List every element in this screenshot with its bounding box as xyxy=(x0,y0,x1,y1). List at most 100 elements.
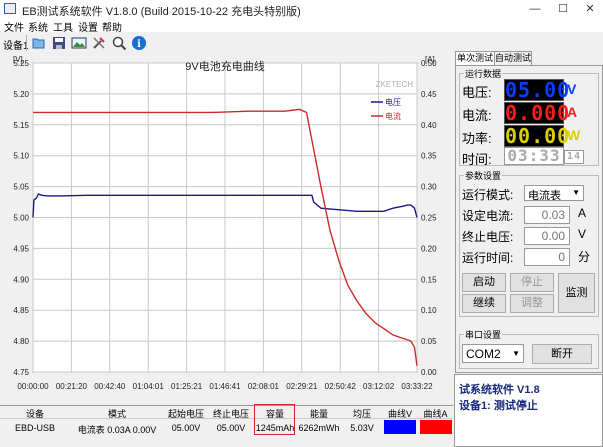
continue-button[interactable]: 继续 xyxy=(462,294,506,313)
monitor-button[interactable]: 监测 xyxy=(558,273,595,313)
y2-tick-label: 0.35 xyxy=(421,152,437,161)
minimize-button[interactable]: — xyxy=(529,3,541,15)
close-button[interactable]: ✕ xyxy=(585,3,595,15)
maximize-button[interactable]: ☐ xyxy=(558,3,568,15)
set-current-label: 设定电流: xyxy=(462,209,514,223)
picture-icon[interactable] xyxy=(71,35,87,51)
tab-single-test[interactable]: 单次测试 xyxy=(455,51,495,65)
y-axis-label: [V] xyxy=(13,55,23,64)
toolbar-divider xyxy=(26,35,27,51)
header-device: 设备 xyxy=(25,409,44,419)
toolbar: 设备1 i xyxy=(0,32,453,55)
y2-tick-label: 0.00 xyxy=(421,368,437,377)
y2-tick-label: 0.05 xyxy=(421,337,437,346)
tab-auto-test[interactable]: 自动测试 xyxy=(494,51,532,65)
port-title: 串口设置 xyxy=(464,328,503,341)
x-tick-label: 02:50:42 xyxy=(325,382,357,391)
menu-file[interactable]: 文件 xyxy=(4,23,24,34)
voltage-unit: V xyxy=(567,81,577,97)
x-tick-label: 03:12:02 xyxy=(363,382,395,391)
tools-icon[interactable] xyxy=(91,35,107,51)
x-tick-label: 00:21:20 xyxy=(56,382,88,391)
run-time-input[interactable]: 0 xyxy=(524,248,570,266)
run-data-title: 运行数据 xyxy=(464,67,503,80)
port-group: 串口设置 COM2 ▼ 断开 xyxy=(459,328,599,369)
end-voltage-label: 终止电压: xyxy=(462,230,514,244)
y-tick-label: 5.10 xyxy=(13,152,29,161)
set-current-input[interactable]: 0.03 xyxy=(524,206,570,224)
current-label: 电流: xyxy=(462,108,492,123)
y2-tick-label: 0.50 xyxy=(421,59,437,68)
capacity-highlight xyxy=(254,404,295,435)
legend-label: 电流 xyxy=(385,111,401,121)
adjust-button[interactable]: 调整 xyxy=(510,294,554,313)
cell-device: EBD-USB xyxy=(14,423,55,433)
time-label: 时间: xyxy=(462,152,492,167)
chart-area: 5.25 0.50 5.20 0.45 5.15 0.40 5.10 0.35 5.05 0.30… xyxy=(0,54,453,394)
curve-a-swatch[interactable] xyxy=(420,420,452,434)
power-unit: W xyxy=(567,127,581,143)
cell-avg-voltage: 5.03V xyxy=(350,423,374,433)
info-icon[interactable]: i xyxy=(131,35,147,51)
header-curve-a: 曲线A xyxy=(423,409,448,419)
mode-value: 电流表 xyxy=(528,190,561,202)
chevron-down-icon: ▼ xyxy=(512,349,520,358)
end-voltage-unit: V xyxy=(578,227,587,241)
cell-energy: 6262mWh xyxy=(298,423,340,433)
save-icon[interactable] xyxy=(51,35,67,51)
y2-tick-label: 0.45 xyxy=(421,90,437,99)
x-tick-label: 01:04:01 xyxy=(133,382,165,391)
status-line-1: 试系统软件 V1.8 xyxy=(459,384,540,396)
y-tick-label: 5.25 xyxy=(13,59,29,68)
open-icon[interactable] xyxy=(31,35,47,51)
y2-tick-label: 0.10 xyxy=(421,306,437,315)
menu-settings[interactable]: 设置 xyxy=(78,23,98,34)
header-energy: 能量 xyxy=(309,409,328,419)
app-icon xyxy=(4,3,16,14)
header-avg-voltage: 均压 xyxy=(352,409,371,419)
y2-tick-label: 0.25 xyxy=(421,214,437,223)
right-panel: 单次测试 自动测试 运行数据 电压: 05.00 V 电流: 0.000 A 功… xyxy=(454,51,603,373)
x-tick-label: 02:29:21 xyxy=(286,382,318,391)
menu-help[interactable]: 帮助 xyxy=(102,23,122,34)
voltage-display: 05.00 xyxy=(504,78,571,102)
port-select[interactable]: COM2 ▼ xyxy=(462,344,524,363)
x-tick-label: 03:33:22 xyxy=(401,382,433,391)
run-time-unit: 分 xyxy=(578,250,591,264)
series-line-voltage xyxy=(32,193,418,218)
cell-end-voltage: 05.00V xyxy=(216,423,246,433)
curve-v-swatch[interactable] xyxy=(384,420,416,434)
y-tick-label: 5.15 xyxy=(13,121,29,130)
x-tick-label: 02:08:01 xyxy=(248,382,280,391)
time-display: 03:33 xyxy=(504,147,564,165)
mode-select[interactable]: 电流表 ▼ xyxy=(524,185,584,202)
menu-tools[interactable]: 工具 xyxy=(53,23,73,34)
disconnect-button[interactable]: 断开 xyxy=(532,344,592,364)
y-tick-label: 4.75 xyxy=(13,368,29,377)
title-bar: EB测试系统软件 V1.8.0 (Build 2015-10-22 充电头特别版… xyxy=(0,0,603,19)
table-header xyxy=(0,406,453,419)
y-tick-label: 4.95 xyxy=(13,244,29,253)
start-button[interactable]: 启动 xyxy=(462,273,506,292)
param-group: 参数设置 运行模式: 电流表 ▼ 设定电流: 0.03 A 终止电压: 0.00… xyxy=(459,169,599,317)
port-value: COM2 xyxy=(466,347,501,361)
time-seconds-display: 14 xyxy=(564,150,584,164)
stop-button[interactable]: 停止 xyxy=(510,273,554,292)
header-start-voltage: 起始电压 xyxy=(167,409,204,419)
y-tick-label: 4.85 xyxy=(13,306,29,315)
y2-tick-label: 0.40 xyxy=(421,121,437,130)
x-tick-label: 00:00:00 xyxy=(17,382,49,391)
device-selector[interactable]: 设备1 xyxy=(3,41,29,52)
window-title: EB测试系统软件 V1.8.0 (Build 2015-10-22 充电头特别版… xyxy=(22,6,301,18)
series-line-current xyxy=(33,108,418,366)
end-voltage-input[interactable]: 0.00 xyxy=(524,227,570,245)
current-unit: A xyxy=(567,104,578,120)
y-tick-label: 5.05 xyxy=(13,183,29,192)
header-end-voltage: 终止电压 xyxy=(212,409,249,419)
search-icon[interactable] xyxy=(111,35,127,51)
status-line-2: 设备1: 测试停止 xyxy=(459,400,538,412)
menu-system[interactable]: 系统 xyxy=(28,23,48,34)
y-tick-label: 5.00 xyxy=(13,214,29,223)
chevron-down-icon: ▼ xyxy=(572,188,580,197)
mode-label: 运行模式: xyxy=(462,188,514,202)
